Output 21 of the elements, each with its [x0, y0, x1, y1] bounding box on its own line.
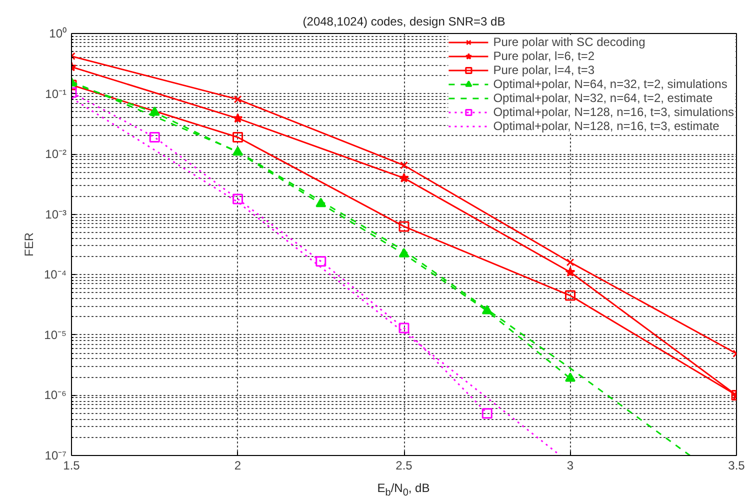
legend-label: Optimal+polar, N=32, n=64, t=2, estimate [493, 91, 713, 105]
x-axis-title: E$_{b}$/N$_{0}$, dB [376, 480, 431, 500]
y-tick-label: 10⁰ [49, 26, 67, 40]
y-tick-label: 10⁻¹ [45, 86, 67, 101]
x-tick-label: 3 [566, 458, 574, 472]
chart-title: (2048,1024) codes, design SNR=3 dB [302, 14, 506, 28]
legend-label: Optimal+polar, N=64, n=32, t=2, simulations [493, 77, 728, 91]
legend-label: Pure polar with SC decoding [493, 35, 646, 49]
y-tick-label: 10⁻³ [45, 207, 67, 222]
x-tick-label: 2 [234, 458, 242, 472]
y-tick-label: 10⁻² [45, 147, 67, 162]
legend-label: Optimal+polar, N=128, n=16, t=3, simulations [493, 105, 734, 119]
y-axis-title: FER [22, 232, 36, 256]
y-tick-label: 10⁻⁴ [44, 268, 67, 282]
legend-label: Pure polar, l=4, t=3 [493, 63, 595, 77]
x-tick-label: 3.5 [728, 458, 746, 472]
y-tick-label: 10⁻⁶ [44, 388, 67, 402]
x-tick-label: 2.5 [396, 458, 413, 472]
legend-label: Optimal+polar, N=128, n=16, t=3, estimate [493, 119, 720, 133]
legend-label: Pure polar, l=6, t=2 [493, 49, 595, 63]
y-tick-label: 10⁻⁵ [44, 328, 67, 342]
